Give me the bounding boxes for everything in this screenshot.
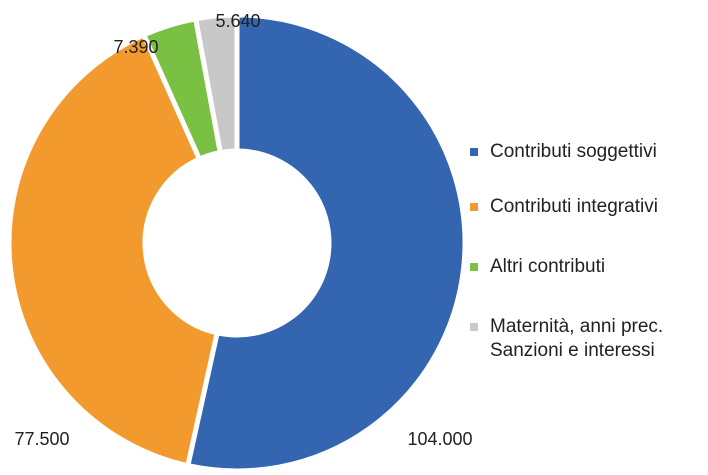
legend-item: Contributi integrativi (470, 195, 695, 219)
legend-item: Contributi soggettivi (470, 140, 695, 164)
legend-label: Contributi integrativi (490, 196, 658, 217)
donut-segment (184, 12, 468, 474)
legend-item: Maternità, anni prec. Sanzioni e interes… (470, 315, 695, 363)
legend-item: Altri contributi (470, 255, 695, 279)
donut-segment (192, 12, 240, 156)
legend-swatch (470, 263, 478, 271)
legend-label: Altri contributi (490, 256, 606, 277)
legend-swatch (470, 323, 478, 331)
legend-swatch (470, 203, 478, 211)
data-label: 7.390 (113, 37, 158, 57)
donut-segment (6, 31, 221, 469)
legend-label: Maternità, anni prec. Sanzioni e interes… (490, 316, 664, 361)
legend-swatch (470, 148, 478, 156)
data-label: 77.500 (14, 429, 69, 449)
legend-label: Contributi soggettivi (490, 141, 657, 162)
data-label: 5.640 (215, 11, 260, 31)
data-label: 104.000 (407, 429, 472, 449)
